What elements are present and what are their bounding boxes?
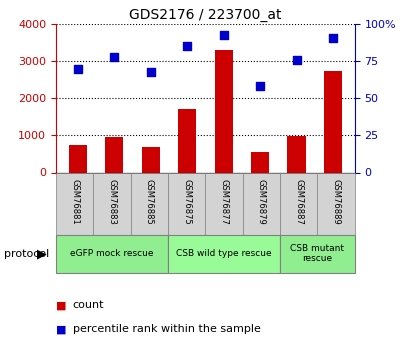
Bar (280, 235, 355, 273)
Point (147, 69, 154, 75)
Text: CSB mutant
rescue: CSB mutant rescue (290, 244, 344, 263)
Bar (93, 172, 131, 235)
Text: protocol: protocol (4, 249, 49, 258)
Text: ■: ■ (56, 300, 66, 310)
Bar (324, 70, 342, 172)
Text: GSM76887: GSM76887 (294, 179, 303, 225)
Text: count: count (73, 300, 104, 310)
Point (293, 57, 300, 62)
Text: ▶: ▶ (37, 247, 46, 260)
Bar (280, 172, 317, 235)
Text: GSM76875: GSM76875 (182, 179, 191, 225)
Bar (131, 172, 168, 235)
Text: GSM76883: GSM76883 (107, 179, 117, 225)
Point (220, 32, 227, 37)
Bar (243, 172, 280, 235)
Text: CSB wild type rescue: CSB wild type rescue (176, 249, 272, 258)
Text: eGFP mock rescue: eGFP mock rescue (70, 249, 154, 258)
Point (257, 84, 264, 89)
Bar (56, 235, 168, 273)
Title: GDS2176 / 223700_at: GDS2176 / 223700_at (129, 8, 282, 22)
Bar (69, 145, 87, 172)
Bar (142, 147, 160, 172)
Bar (205, 172, 243, 235)
Bar (215, 50, 233, 172)
Text: ■: ■ (56, 325, 66, 334)
Text: GSM76881: GSM76881 (70, 179, 79, 225)
Bar (56, 172, 93, 235)
Text: percentile rank within the sample: percentile rank within the sample (73, 325, 261, 334)
Bar (168, 235, 280, 273)
Bar (317, 172, 355, 235)
Point (184, 44, 190, 49)
Text: GSM76889: GSM76889 (332, 179, 341, 225)
Bar (105, 137, 123, 172)
Bar (178, 109, 196, 172)
Bar (288, 136, 305, 172)
Text: GSM76885: GSM76885 (145, 179, 154, 225)
Text: GSM76877: GSM76877 (220, 179, 229, 225)
Text: GSM76879: GSM76879 (257, 179, 266, 225)
Point (330, 35, 336, 40)
Bar (251, 152, 269, 172)
Point (111, 54, 117, 60)
Point (75, 66, 81, 71)
Bar (168, 172, 205, 235)
